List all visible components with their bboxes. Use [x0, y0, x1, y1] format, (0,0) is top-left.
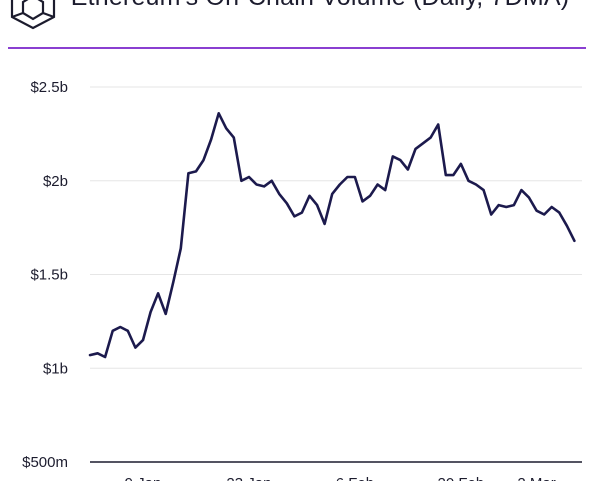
- x-tick-label: 2 Mar: [517, 475, 555, 481]
- chart-title: Ethereum's On-Chain Volume (Daily, 7DMA): [70, 0, 570, 13]
- y-tick-label: $1.5b: [30, 267, 68, 284]
- x-tick-label: 6 Feb: [336, 475, 374, 481]
- header-divider: [8, 47, 586, 49]
- y-tick-label: $2b: [43, 173, 68, 190]
- series-line: [88, 112, 576, 359]
- x-axis-ticks: 9 Jan 23 Jan 6 Feb 20 Feb 2 Mar: [125, 475, 556, 481]
- x-tick-label: 23 Jan: [226, 475, 271, 481]
- grid-lines: [90, 86, 582, 463]
- y-tick-label: $1b: [43, 360, 68, 377]
- cube-logo-icon: [10, 0, 56, 30]
- y-tick-label: $500m: [22, 454, 68, 471]
- x-tick-label: 20 Feb: [438, 475, 485, 481]
- series-layer: [88, 112, 576, 359]
- x-tick-label: 9 Jan: [125, 475, 162, 481]
- y-axis-ticks: $500m $1b $1.5b $2b $2.5b: [22, 79, 68, 471]
- chart-header: Ethereum's On-Chain Volume (Daily, 7DMA): [0, 0, 600, 50]
- y-tick-label: $2.5b: [30, 79, 68, 96]
